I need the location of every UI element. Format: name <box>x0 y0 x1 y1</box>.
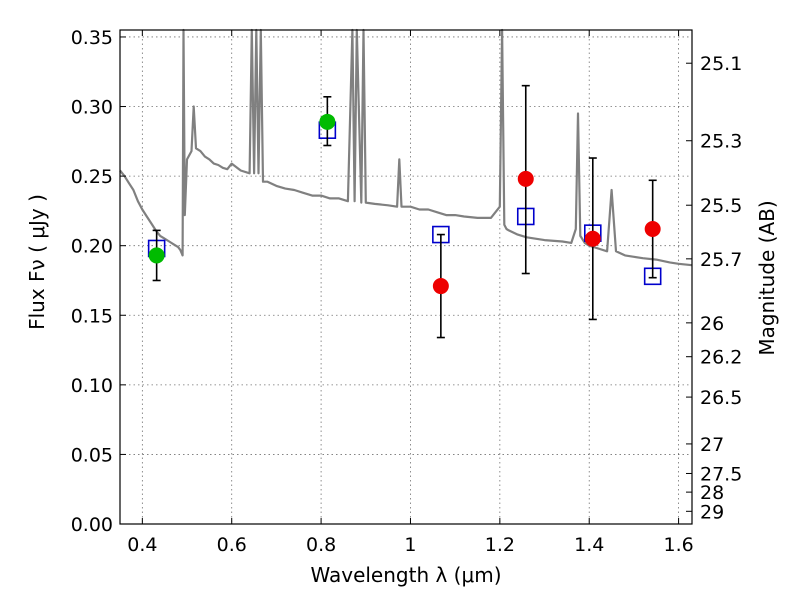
y-tick-label: 0.05 <box>71 444 113 466</box>
y-tick-label: 0.35 <box>71 27 113 49</box>
x-axis-label: Wavelength λ (μm) <box>310 563 501 587</box>
x-tick-label: 1.4 <box>574 534 604 556</box>
observed-point <box>432 278 449 295</box>
model-sed-layer <box>119 28 693 267</box>
observed-point <box>319 113 336 130</box>
right-tick-label: 25.7 <box>700 249 742 271</box>
x-tick-label: 0.8 <box>306 534 336 556</box>
observed-point <box>584 230 601 247</box>
plot-frame <box>119 29 693 525</box>
y-axis-label: Flux Fν ( μJy ) <box>25 194 49 330</box>
y-tick-label: 0.00 <box>71 514 113 536</box>
right-tick-label: 26.5 <box>700 387 742 409</box>
y-tick-label: 0.20 <box>71 236 113 258</box>
y-axis-right-label: Magnitude (AB) <box>755 200 779 355</box>
right-tick-label: 25.3 <box>700 131 742 153</box>
y-tick-label: 0.30 <box>71 97 113 119</box>
right-tick-label: 26 <box>700 313 724 335</box>
right-tick-label: 25.1 <box>700 53 742 75</box>
y-tick-label: 0.15 <box>71 305 113 327</box>
axis-ticks: 0.4 0.6 0.8 1 1.2 1.4 1.6 0.00 0.05 0.10 0.15 0.20 0… <box>71 27 743 556</box>
right-tick-label: 28 <box>700 482 724 504</box>
x-tick-label: 1.2 <box>485 534 515 556</box>
y-tick-label: 0.10 <box>71 375 113 397</box>
model-sed-line <box>119 28 693 267</box>
right-tick-label: 25.5 <box>700 195 742 217</box>
x-tick-label: 0.4 <box>127 534 157 556</box>
right-tick-label: 29 <box>700 501 724 523</box>
x-tick-label: 1.6 <box>663 534 693 556</box>
photometry-layer <box>147 84 662 339</box>
right-tick-label: 26.2 <box>700 347 742 369</box>
observed-point <box>148 247 165 264</box>
right-tick-label: 27 <box>700 434 724 456</box>
x-tick-label: 1 <box>404 534 416 556</box>
right-tick-label: 27.5 <box>700 463 742 485</box>
x-tick-label: 0.6 <box>217 534 247 556</box>
observed-point <box>644 220 661 237</box>
observed-point <box>517 170 534 187</box>
y-tick-label: 0.25 <box>71 166 113 188</box>
